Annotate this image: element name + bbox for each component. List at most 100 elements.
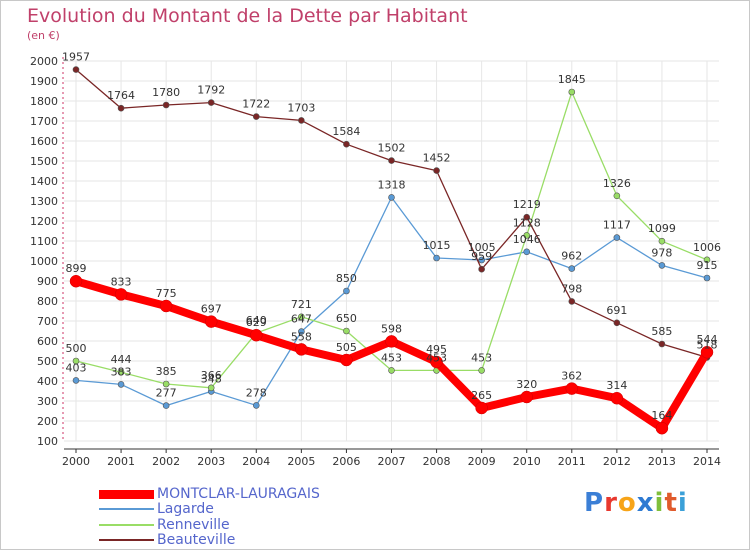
data-label: 1584 [332, 125, 360, 138]
data-point [162, 101, 170, 109]
data-label: 558 [291, 330, 312, 343]
x-tick-label: 2005 [287, 455, 315, 468]
y-tick-label: 500 [37, 355, 58, 368]
data-point [433, 167, 440, 174]
data-label: 278 [246, 386, 267, 399]
x-tick-label: 2002 [152, 455, 180, 468]
data-label: 915 [697, 259, 718, 272]
data-point [298, 117, 305, 124]
data-label: 721 [291, 298, 312, 311]
y-tick-label: 800 [37, 295, 58, 308]
data-point [613, 234, 621, 241]
data-point [478, 367, 485, 374]
legend-label: MONTCLAR-LAURAGAIS [157, 486, 320, 502]
logo-letter: i [654, 488, 665, 518]
data-point [568, 265, 576, 272]
data-label: 385 [156, 365, 177, 378]
data-point [388, 157, 395, 164]
data-label: 1792 [197, 84, 225, 97]
data-label: 798 [561, 282, 582, 295]
data-point [475, 401, 488, 415]
data-label: 1318 [378, 178, 406, 191]
data-point [565, 382, 579, 395]
data-label: 959 [471, 250, 492, 263]
data-label: 453 [471, 351, 492, 364]
y-tick-label: 1000 [30, 255, 58, 268]
data-point [114, 288, 128, 301]
legend-item: MONTCLAR-LAURAGAIS [99, 487, 320, 501]
data-label: 1219 [513, 198, 541, 211]
data-point [250, 328, 263, 342]
x-tick-label: 2008 [423, 455, 451, 468]
data-label: 697 [201, 303, 222, 316]
x-tick-label: 2010 [513, 455, 541, 468]
legend-label: Renneville [157, 517, 230, 533]
logo-letter: i [677, 488, 688, 518]
data-point [252, 113, 260, 120]
data-label: 585 [651, 325, 672, 338]
y-tick-label: 200 [37, 415, 58, 428]
data-label: 598 [381, 322, 402, 335]
data-point [658, 262, 666, 269]
y-tick-label: 600 [37, 335, 58, 348]
y-tick-label: 1600 [30, 135, 58, 148]
data-label: 362 [561, 370, 582, 383]
data-label: 1117 [603, 219, 631, 232]
x-tick-label: 2014 [693, 455, 721, 468]
data-point [385, 335, 398, 348]
data-point [523, 248, 531, 256]
data-label: 1326 [603, 177, 631, 190]
data-label: 383 [111, 365, 132, 378]
data-label: 1128 [513, 216, 541, 229]
data-point [610, 391, 624, 405]
y-tick-label: 1200 [30, 215, 58, 228]
data-point [523, 213, 531, 221]
y-tick-label: 400 [37, 375, 58, 388]
proxiti-logo: Proxiti [584, 488, 688, 518]
data-label: 314 [606, 379, 627, 392]
data-point [388, 367, 395, 374]
data-label: 1099 [648, 222, 676, 235]
data-label: 495 [426, 343, 447, 356]
x-tick-label: 2000 [62, 455, 90, 468]
data-point [295, 343, 308, 356]
data-point [298, 313, 305, 321]
data-point [568, 298, 576, 305]
y-tick-label: 1800 [30, 95, 58, 108]
data-label: 544 [697, 333, 718, 346]
data-label: 640 [246, 314, 267, 327]
x-tick-label: 2007 [378, 455, 406, 468]
legend-label: Lagarde [157, 501, 214, 517]
data-point [340, 353, 353, 367]
data-label: 1006 [693, 241, 721, 254]
logo-letter: r [604, 488, 618, 518]
data-label: 647 [291, 313, 312, 326]
data-label: 1015 [423, 239, 451, 252]
x-tick-label: 2006 [332, 455, 360, 468]
x-tick-label: 2011 [558, 455, 586, 468]
x-tick-label: 2009 [468, 455, 496, 468]
data-point [343, 287, 350, 295]
data-point [298, 328, 305, 335]
data-point [658, 237, 666, 245]
data-label: 1703 [287, 101, 315, 114]
data-label: 850 [336, 272, 357, 285]
y-tick-label: 700 [37, 315, 58, 328]
legend-swatch [99, 508, 154, 510]
data-point [433, 254, 440, 262]
data-point [700, 345, 714, 359]
data-label: 833 [111, 275, 132, 288]
y-tick-label: 1300 [30, 195, 58, 208]
y-tick-label: 100 [37, 435, 58, 448]
y-tick-label: 300 [37, 395, 58, 408]
legend-swatch [99, 539, 154, 541]
y-tick-label: 1700 [30, 115, 58, 128]
data-point [204, 315, 218, 328]
data-point [520, 390, 533, 404]
legend-item: Lagarde [99, 502, 214, 516]
data-label: 348 [201, 372, 222, 385]
data-label: 444 [111, 353, 132, 366]
legend-item: Beauteville [99, 533, 235, 547]
